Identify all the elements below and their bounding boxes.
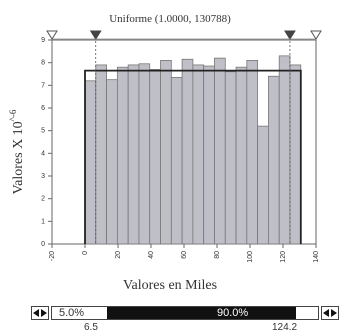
y-tick-label: 9 bbox=[41, 37, 45, 44]
histogram-bar bbox=[127, 64, 140, 245]
x-tick-label: 120 bbox=[280, 251, 287, 263]
histogram-bar bbox=[160, 60, 172, 245]
x-tick-label: -20 bbox=[49, 251, 56, 261]
percentile-marker-icon bbox=[89, 30, 102, 40]
histogram-bar bbox=[138, 63, 151, 245]
low-value-label: 6.5 bbox=[84, 322, 98, 333]
x-tick-label: 140 bbox=[313, 251, 320, 263]
histogram-bar bbox=[84, 80, 97, 245]
histogram-bar bbox=[95, 64, 107, 245]
right-arrows-button[interactable] bbox=[321, 306, 339, 320]
histogram-bar bbox=[214, 57, 226, 245]
fitted-uniform-line bbox=[84, 69, 302, 244]
histogram-bar bbox=[192, 64, 205, 245]
x-tick-label: 0 bbox=[82, 251, 89, 255]
histogram-bar bbox=[235, 66, 248, 245]
y-tick-label: 8 bbox=[41, 60, 45, 67]
middle-range-segment[interactable]: 90.0% bbox=[107, 307, 296, 319]
open-end-marker-icon bbox=[310, 30, 322, 40]
y-tick-label: 1 bbox=[41, 218, 45, 225]
y-axis-ticks: 0 1 2 3 4 5 6 7 8 9 bbox=[41, 37, 52, 248]
histogram-bar bbox=[106, 79, 118, 245]
y-tick-label: 6 bbox=[41, 105, 45, 112]
range-bar-track[interactable]: 5.0% 90.0% bbox=[51, 306, 319, 320]
histogram-bar bbox=[246, 60, 259, 245]
histogram-bar bbox=[224, 71, 237, 245]
histogram-chart: Uniforme (1.0000, 130788) 0 1 2 3 4 5 6 7 8 9 -20… bbox=[8, 13, 322, 293]
histogram-bar bbox=[289, 64, 302, 245]
x-tick-label: 20 bbox=[115, 251, 122, 259]
x-tick-label: 100 bbox=[247, 251, 254, 263]
histogram-bar bbox=[116, 66, 129, 245]
fitted-uniform-outline bbox=[84, 69, 302, 244]
x-tick-label: 60 bbox=[181, 251, 188, 259]
percentile-range-bar[interactable]: 5.0% 90.0% 6.5 124.2 bbox=[31, 306, 341, 336]
middle-percent-label: 90.0% bbox=[217, 307, 249, 319]
histogram-bars bbox=[84, 55, 302, 245]
histogram-bar bbox=[203, 65, 215, 245]
x-tick-label: 40 bbox=[148, 251, 155, 259]
open-end-marker-icon bbox=[46, 30, 58, 40]
y-tick-label: 0 bbox=[41, 241, 45, 248]
x-axis-label: Valores en Miles bbox=[123, 278, 217, 293]
y-axis-label: Valores X 10^-6 bbox=[8, 109, 26, 194]
left-percent-label: 5.0% bbox=[59, 307, 85, 319]
y-tick-label: 5 bbox=[41, 128, 45, 135]
percentile-markers[interactable] bbox=[46, 30, 322, 244]
x-tick-label: 80 bbox=[214, 251, 221, 259]
histogram-bar bbox=[181, 58, 194, 245]
y-tick-label: 4 bbox=[41, 150, 45, 157]
high-value-label: 124.2 bbox=[272, 322, 298, 333]
left-arrows-button[interactable] bbox=[31, 306, 49, 320]
chart-title: Uniforme (1.0000, 130788) bbox=[109, 13, 231, 25]
y-tick-label: 2 bbox=[41, 196, 45, 203]
y-tick-label: 7 bbox=[41, 82, 45, 89]
histogram-bar bbox=[278, 55, 291, 245]
histogram-bar bbox=[149, 69, 161, 245]
percentile-marker-icon bbox=[284, 30, 296, 40]
histogram-bar bbox=[170, 77, 183, 245]
histogram-bar bbox=[268, 75, 280, 245]
y-tick-label: 3 bbox=[41, 173, 45, 180]
histogram-bar bbox=[257, 125, 269, 245]
x-axis-ticks: -20 0 20 40 60 80 100 120 140 bbox=[49, 244, 320, 263]
